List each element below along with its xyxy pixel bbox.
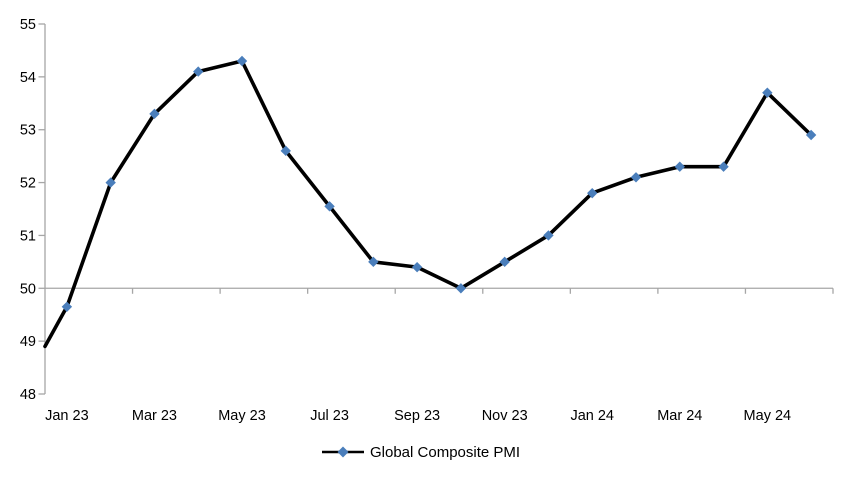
data-point-marker <box>368 256 379 268</box>
data-point-marker <box>630 172 642 183</box>
legend-diamond-marker-icon <box>337 446 349 458</box>
data-point-marker <box>411 261 423 273</box>
data-point-marker <box>105 177 116 188</box>
x-axis-tick-label: Jan 24 <box>570 408 614 424</box>
x-axis-tick-label: May 23 <box>218 408 266 424</box>
data-point-marker <box>718 161 729 172</box>
data-point-marker <box>324 201 335 212</box>
x-axis-tick-label: Mar 23 <box>132 408 177 424</box>
data-point-marker <box>499 256 510 268</box>
data-point-marker <box>805 129 817 141</box>
y-axis-tick-label: 52 <box>20 176 36 192</box>
data-point-marker <box>543 230 554 241</box>
y-axis-tick-label: 48 <box>20 387 36 403</box>
data-point-marker <box>587 187 598 199</box>
y-axis-tick-label: 53 <box>20 123 36 139</box>
x-axis-tick-label: Nov 23 <box>482 408 528 424</box>
data-point-marker <box>236 55 248 67</box>
y-axis-tick-label: 50 <box>20 281 36 297</box>
legend: Global Composite PMI <box>322 444 520 461</box>
x-axis-tick-label: Jul 23 <box>310 408 349 424</box>
data-point-marker <box>455 283 467 294</box>
axes-layer: 48 49 50 51 52 53 54 55 Jan 23 Mar 23 May 23 Jul 23… <box>20 17 834 424</box>
data-point-marker <box>149 108 160 120</box>
x-axis-tick-label: Mar 24 <box>657 408 702 424</box>
data-point-marker <box>193 66 204 77</box>
y-axis-tick-label: 54 <box>20 70 36 86</box>
y-axis-tick-label: 49 <box>20 334 36 350</box>
x-axis-tick-label: Jan 23 <box>45 408 89 424</box>
x-axis-tick-label: May 24 <box>744 408 792 424</box>
x-axis-tick-label: Sep 23 <box>394 408 440 424</box>
series-layer <box>43 55 817 349</box>
y-axis-tick-label: 55 <box>20 17 36 33</box>
y-axis-tick-label: 51 <box>20 228 36 244</box>
data-point-marker <box>674 161 685 172</box>
pmi-series-line <box>43 59 813 349</box>
data-point-marker <box>61 301 73 312</box>
data-point-marker <box>280 145 291 157</box>
data-point-marker <box>762 87 773 98</box>
legend-label: Global Composite PMI <box>370 444 520 461</box>
